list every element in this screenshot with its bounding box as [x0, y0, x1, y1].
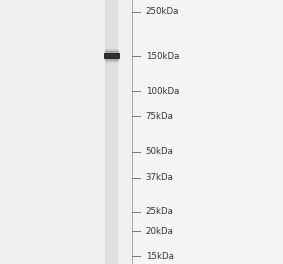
- Text: 75kDa: 75kDa: [146, 112, 173, 121]
- Bar: [105, 58, 119, 61]
- Text: 150kDa: 150kDa: [146, 52, 179, 61]
- Text: 20kDa: 20kDa: [146, 227, 173, 235]
- Text: 25kDa: 25kDa: [146, 207, 173, 216]
- Bar: [105, 0, 118, 264]
- Text: 15kDa: 15kDa: [146, 252, 173, 261]
- Bar: [104, 53, 119, 59]
- Bar: [105, 51, 119, 54]
- Text: 50kDa: 50kDa: [146, 147, 173, 156]
- Text: 100kDa: 100kDa: [146, 87, 179, 96]
- Text: 37kDa: 37kDa: [146, 173, 173, 182]
- Text: 250kDa: 250kDa: [146, 7, 179, 16]
- Bar: [0, 0, 132, 264]
- Bar: [105, 61, 119, 63]
- Bar: [105, 49, 119, 51]
